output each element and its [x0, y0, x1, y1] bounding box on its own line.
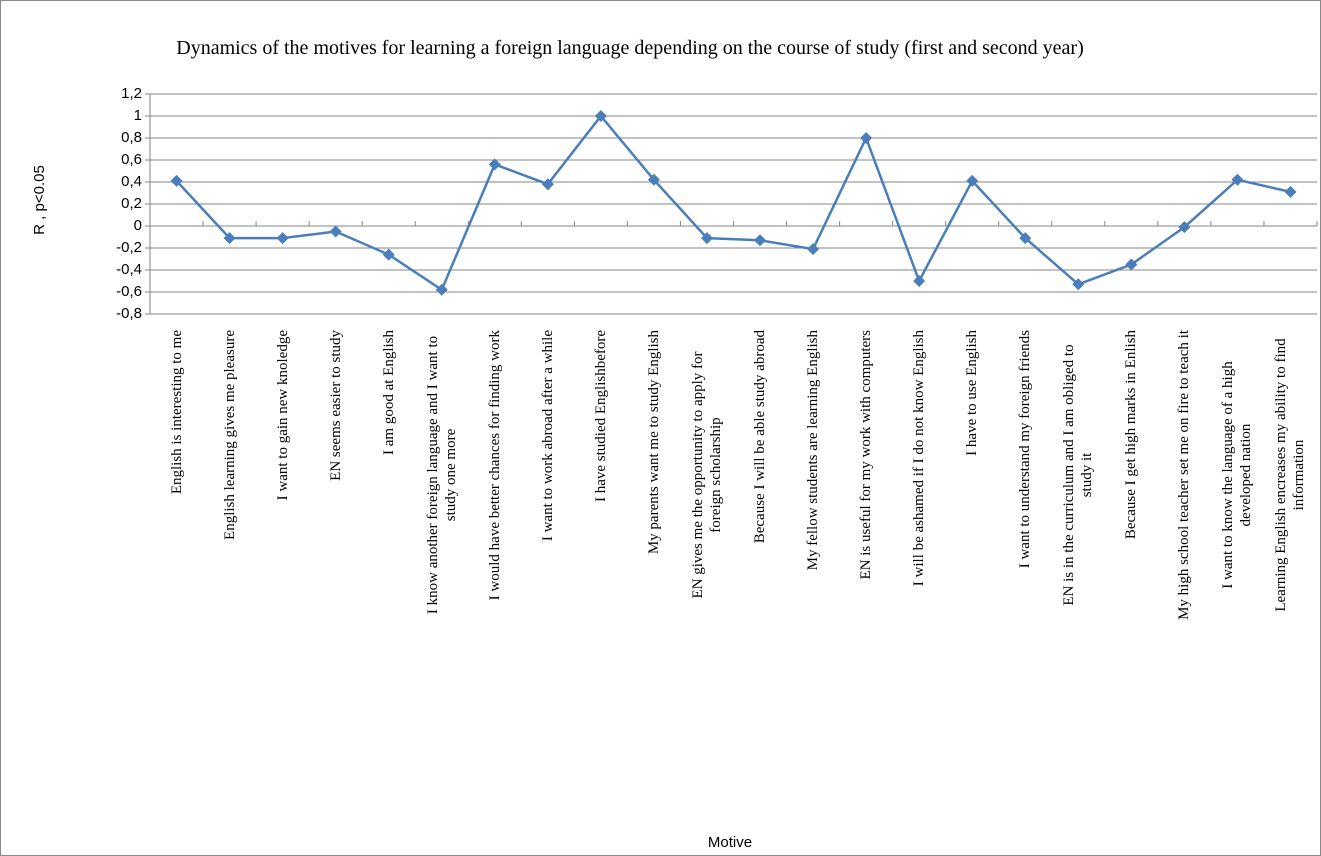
x-tick-label: Learning English encreases my ability to…: [1273, 338, 1308, 612]
x-tick-label: I will be ashamed if I do not know Engli…: [911, 330, 928, 587]
data-point: [1178, 221, 1191, 234]
data-point: [913, 275, 926, 287]
x-tick-label: EN is in the curriculum and I am obliged…: [1061, 344, 1096, 606]
x-tick-label: I would have better chances for finding …: [486, 330, 503, 601]
x-tick-label: My parents want me to study English: [645, 330, 662, 555]
data-point: [223, 232, 236, 245]
x-tick-label: I want to understand my foreign friends: [1017, 330, 1034, 569]
chart-title: Dynamics of the motives for learning a f…: [176, 37, 1084, 59]
data-point: [382, 248, 395, 261]
x-tick-label: I am good at English: [380, 330, 397, 455]
y-tick-label: 1: [134, 107, 142, 124]
data-point: [170, 174, 183, 187]
x-axis-title: Motive: [708, 834, 752, 851]
x-tick-label: EN gives me the opportunity to apply for…: [689, 351, 724, 599]
x-tick-label: I want to gain new knoledge: [274, 330, 291, 501]
data-point: [860, 132, 873, 144]
data-point: [1019, 232, 1032, 245]
x-tick-label: English is interesting to me: [168, 330, 185, 495]
data-point: [488, 158, 501, 171]
y-tick-label: -0,4: [116, 261, 142, 278]
data-point: [754, 234, 767, 247]
data-point: [541, 178, 554, 191]
y-tick-label: 0,4: [121, 173, 142, 190]
data-point: [807, 243, 820, 256]
x-tick-label: I want to know the language of a high de…: [1220, 361, 1255, 589]
x-tick-label: I have studied Englishbefore: [592, 330, 609, 503]
x-tick-label: EN is useful for my work with computers: [858, 330, 875, 580]
x-tick-label: I want to work abroad after a while: [539, 330, 556, 542]
y-tick-label: -0,6: [116, 283, 142, 300]
x-tick-label: Because I get high marks in Enlish: [1123, 330, 1140, 540]
x-tick-label: My high school teacher set me on fire to…: [1176, 330, 1193, 620]
y-tick-label: 1,2: [121, 85, 142, 102]
y-tick-label: -0,2: [116, 239, 142, 256]
data-point: [966, 174, 979, 187]
x-tick-label: My fellow students are learning English: [805, 330, 822, 571]
y-tick-label: 0,6: [121, 151, 142, 168]
y-tick-label: 0: [134, 217, 142, 234]
y-tick-label: 0,8: [121, 129, 142, 146]
data-point: [700, 232, 713, 245]
x-tick-label: English learning gives me pleasure: [221, 330, 238, 540]
data-point: [647, 173, 660, 186]
data-point: [1284, 185, 1297, 198]
y-tick-label: 0,2: [121, 195, 142, 212]
data-point: [435, 283, 448, 296]
x-tick-label: EN seems easier to study: [327, 330, 344, 481]
y-tick-label: -0,8: [116, 305, 142, 322]
data-point: [1072, 278, 1085, 291]
y-axis-title: R , p<0.05: [31, 165, 48, 235]
x-tick-label: I have to use English: [964, 330, 981, 456]
data-point: [1231, 173, 1244, 186]
data-point: [276, 232, 289, 245]
data-point: [329, 225, 342, 238]
x-tick-label: I know another foreign language and I wa…: [424, 335, 459, 615]
data-point: [594, 110, 607, 122]
data-line: [175, 114, 1291, 292]
data-point: [1125, 258, 1138, 271]
x-tick-label: Because I will be able study abroad: [752, 330, 769, 544]
